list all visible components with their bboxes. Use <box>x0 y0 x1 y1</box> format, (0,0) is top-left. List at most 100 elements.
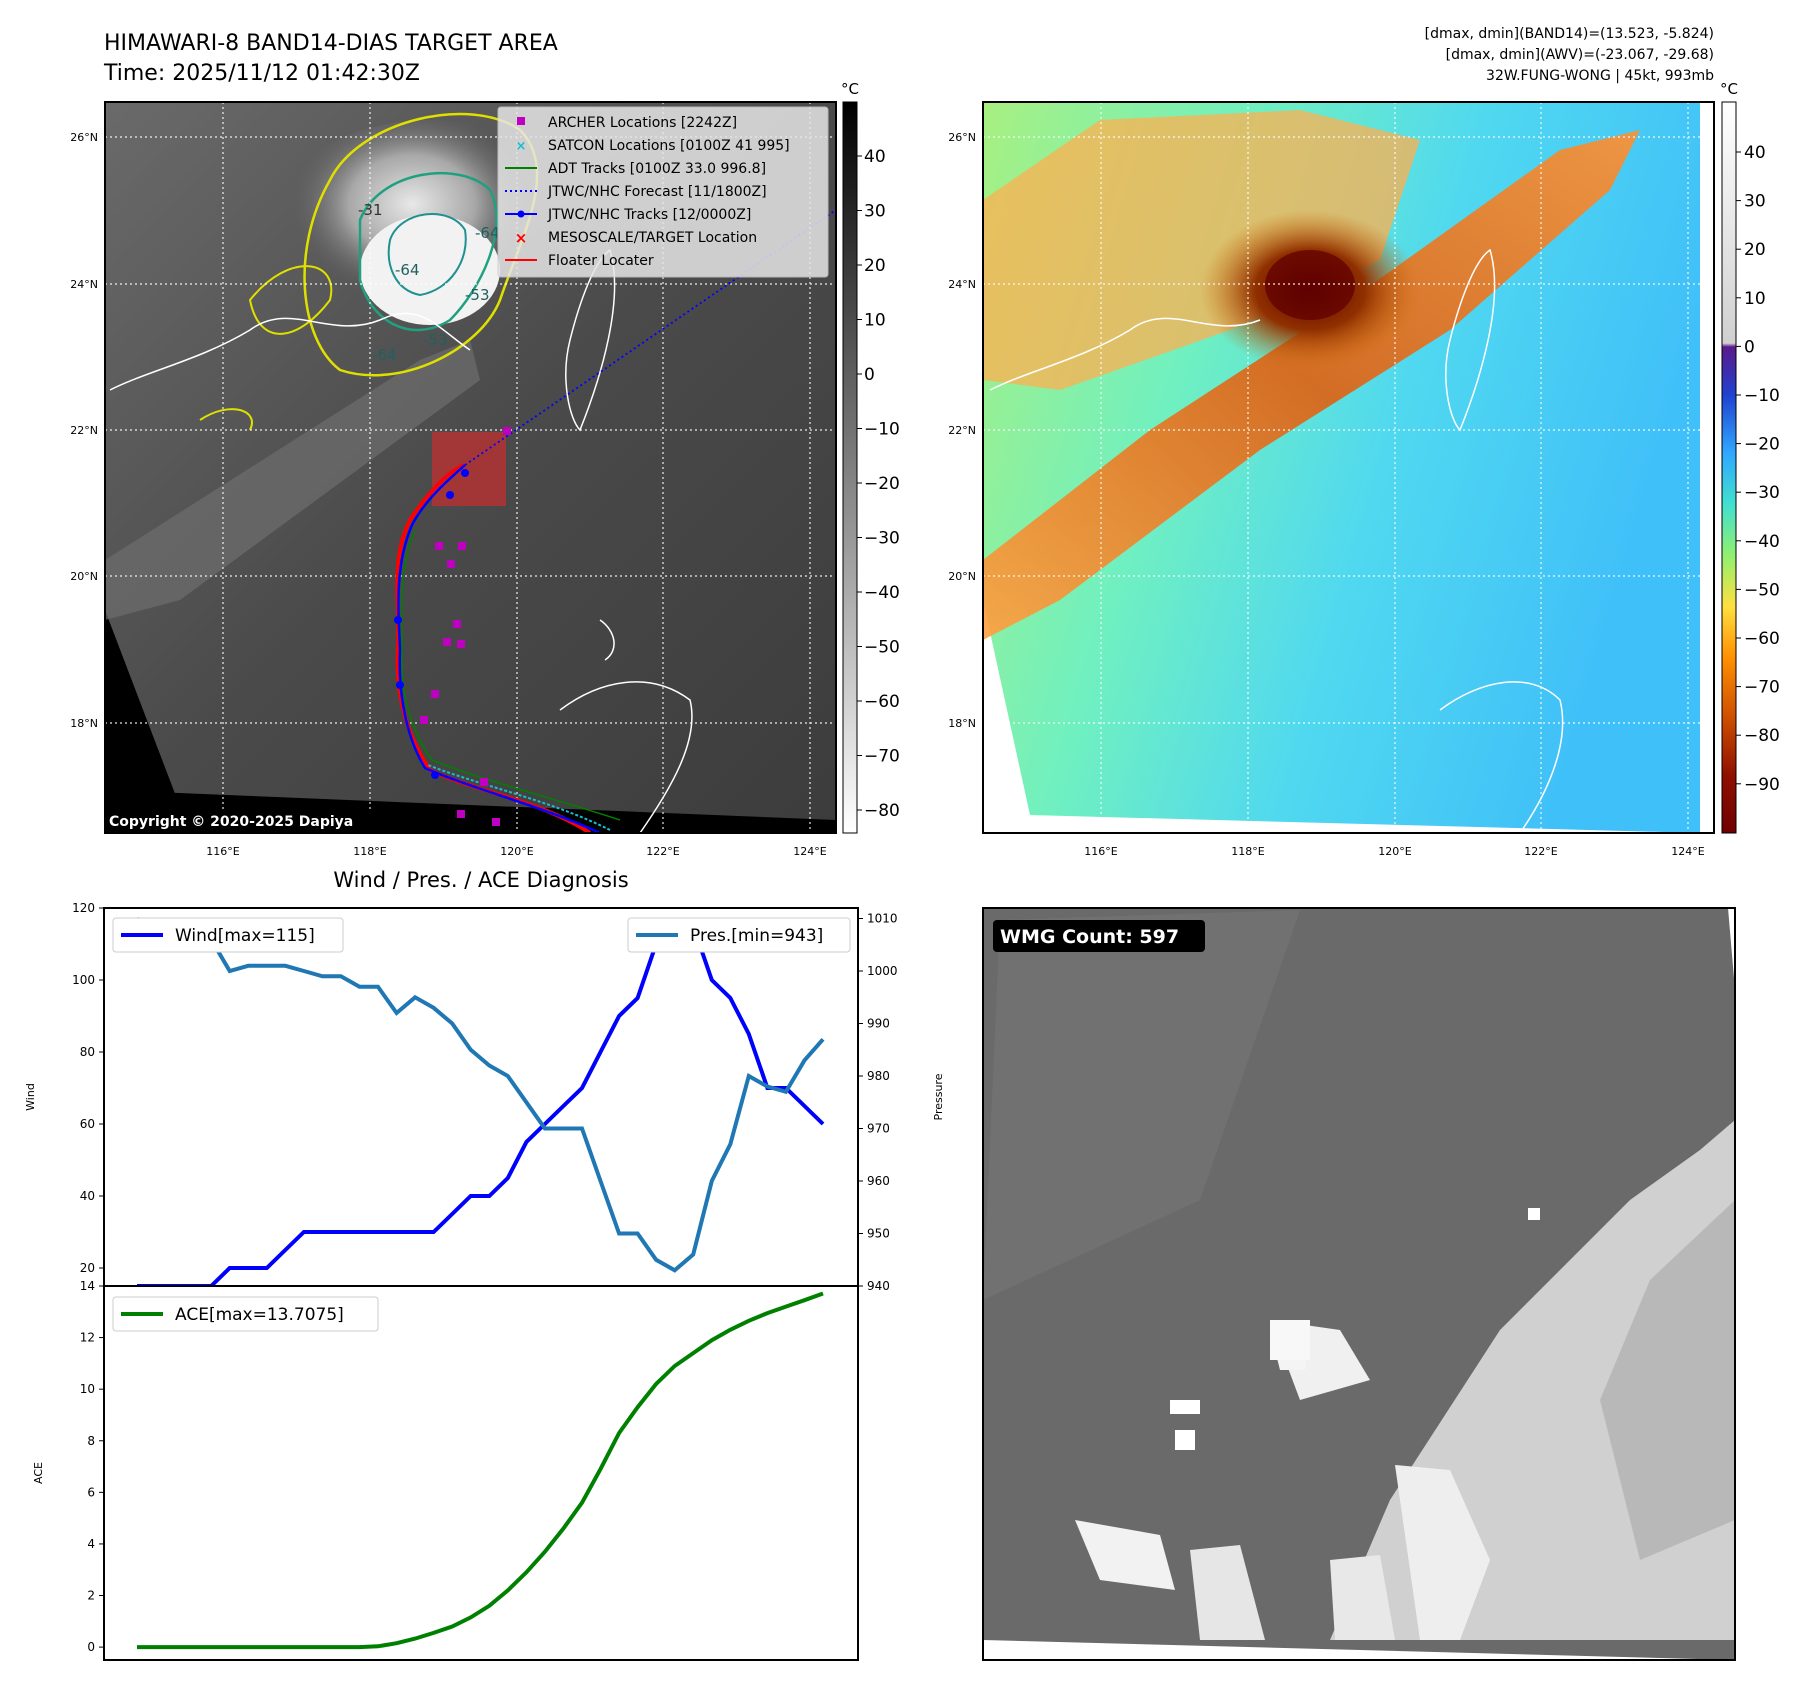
lat-tick: 26°N <box>948 131 976 144</box>
ace-axis-label: ACE <box>32 1462 45 1484</box>
wind-tick-label: 40 <box>80 1189 95 1203</box>
lat-tick: 20°N <box>948 570 976 583</box>
wind-tick-label: 100 <box>72 973 95 987</box>
wind-tick-label: 20 <box>80 1261 95 1275</box>
legend-label: JTWC/NHC Forecast [11/1800Z] <box>547 184 767 200</box>
wv-colorbar-tick-label: −20 <box>1744 435 1780 455</box>
wind-tick-label: 80 <box>80 1045 95 1059</box>
ace-tick-label: 8 <box>87 1434 95 1448</box>
lon-tick: 122°E <box>1524 845 1557 858</box>
pressure-legend: Pres.[min=943] <box>627 917 851 953</box>
lon-tick: 124°E <box>793 845 826 858</box>
wmg-count-badge: WMG Count: 597 <box>993 920 1205 952</box>
ace-tick-label: 2 <box>87 1589 95 1603</box>
copyright-text: Copyright © 2020-2025 Dapiya <box>109 814 353 830</box>
lat-tick: 22°N <box>70 424 98 437</box>
contour-label: -53 <box>423 331 448 349</box>
diagnosis-title: Wind / Pres. / ACE Diagnosis <box>333 868 628 892</box>
wv-colorbar-unit: °C <box>1720 80 1738 98</box>
lon-tick: 120°E <box>500 845 533 858</box>
lon-tick: 124°E <box>1671 845 1704 858</box>
pressure-tick-label: 950 <box>867 1227 890 1241</box>
lat-tick: 24°N <box>70 278 98 291</box>
lon-tick: 122°E <box>646 845 679 858</box>
ir-colorbar-tick-label: −50 <box>864 638 900 658</box>
lon-tick: 116°E <box>206 845 239 858</box>
contour-label: -64 <box>372 346 397 364</box>
pressure-tick-label: 980 <box>867 1069 890 1083</box>
wind-legend: Wind[max=115] <box>112 917 344 953</box>
lat-tick: 22°N <box>948 424 976 437</box>
wv-colorbar-tick-label: 30 <box>1744 192 1766 212</box>
pressure-tick-label: 970 <box>867 1122 890 1136</box>
pressure-series-line <box>135 916 825 1273</box>
ir-colorbar-unit: °C <box>841 80 859 98</box>
wv-colorbar-tick-label: −10 <box>1744 386 1780 406</box>
info-storm: 32W.FUNG-WONG | 45kt, 993mb <box>1486 68 1714 84</box>
satcon-legend-icon: × <box>516 139 527 154</box>
ace-tick-label: 12 <box>80 1331 95 1345</box>
ir-colorbar-tick-label: −10 <box>864 420 900 440</box>
ir-colorbar-tick-label: 10 <box>864 311 886 331</box>
wind-pressure-chart: 20 40 60 80 100 120 940 950 960 970 980 990 1000 101… <box>24 901 945 1293</box>
lat-tick: 18°N <box>70 717 98 730</box>
target-legend-icon: × <box>515 229 528 247</box>
legend-label: Floater Locater <box>548 253 654 269</box>
figure-time: Time: 2025/11/12 01:42:30Z <box>103 61 420 86</box>
pressure-axis-label: Pressure <box>932 1073 945 1120</box>
archer-legend-icon <box>517 117 525 125</box>
lat-tick: 26°N <box>70 131 98 144</box>
wind-tick-label: 120 <box>72 901 95 915</box>
wv-colorbar-tick-label: −70 <box>1744 678 1780 698</box>
ir-colorbar-tick-label: −70 <box>864 747 900 767</box>
pressure-tick-label: 1010 <box>867 912 898 926</box>
lat-tick: 24°N <box>948 278 976 291</box>
contour-label: -31 <box>358 201 383 219</box>
ir-colorbar-tick-label: 20 <box>864 256 886 276</box>
wv-colorbar-tick-label: −30 <box>1744 483 1780 503</box>
wv-colorbar-tick-label: 40 <box>1744 143 1766 163</box>
wind-legend-label: Wind[max=115] <box>175 926 315 946</box>
wv-colorbar-tick-label: −40 <box>1744 532 1780 552</box>
legend-label: SATCON Locations [0100Z 41 995] <box>548 138 790 154</box>
wind-series-line <box>137 922 825 1288</box>
lon-tick: 116°E <box>1084 845 1117 858</box>
ir-colorbar-tick-label: 40 <box>864 147 886 167</box>
wind-axis-label: Wind <box>24 1083 37 1111</box>
figure-title: HIMAWARI-8 BAND14-DIAS TARGET AREA <box>104 31 558 56</box>
contour-label: -64 <box>475 224 500 242</box>
target-marker <box>503 427 511 435</box>
ace-chart: 0 2 4 6 8 10 12 14 ACE ACE[max=13.7075] <box>32 1279 859 1661</box>
ace-legend: ACE[max=13.7075] <box>112 1296 379 1332</box>
ace-tick-label: 4 <box>87 1537 95 1551</box>
legend-label: MESOSCALE/TARGET Location <box>548 230 757 246</box>
ir-colorbar-tick-label: −40 <box>864 583 900 603</box>
ace-legend-label: ACE[max=13.7075] <box>175 1305 344 1325</box>
lat-tick: 20°N <box>70 570 98 583</box>
wv-colorbar-tick-label: 20 <box>1744 240 1766 260</box>
zoom-ir-panel <box>983 908 1735 1660</box>
jtwc-track-points <box>394 469 469 779</box>
pressure-legend-label: Pres.[min=943] <box>690 926 823 946</box>
info-band14: [dmax, dmin](BAND14)=(13.523, -5.824) <box>1425 26 1714 42</box>
pressure-tick-label: 940 <box>867 1279 890 1293</box>
wv-colorbar-tick-label: 10 <box>1744 289 1766 309</box>
contour-label: -53 <box>465 286 490 304</box>
pressure-tick-label: 990 <box>867 1017 890 1031</box>
wind-tick-label: 60 <box>80 1117 95 1131</box>
pressure-tick-label: 1000 <box>867 964 898 978</box>
ace-series-line <box>137 1291 824 1650</box>
ace-tick-label: 14 <box>80 1279 95 1293</box>
copyright-bg <box>105 810 415 832</box>
ir-colorbar-tick-label: 0 <box>864 365 875 385</box>
wv-map-panel <box>983 102 1714 833</box>
legend-label: ARCHER Locations [2242Z] <box>548 115 737 131</box>
ace-tick-label: 10 <box>80 1382 95 1396</box>
legend-label: JTWC/NHC Tracks [12/0000Z] <box>547 207 751 223</box>
wv-colorbar-tick-label: −90 <box>1744 775 1780 795</box>
ace-tick-label: 6 <box>87 1485 95 1499</box>
legend-label: ADT Tracks [0100Z 33.0 996.8] <box>548 161 766 177</box>
ir-colorbar-tick-label: −60 <box>864 692 900 712</box>
wmg-count-label: WMG Count: 597 <box>1000 926 1179 948</box>
